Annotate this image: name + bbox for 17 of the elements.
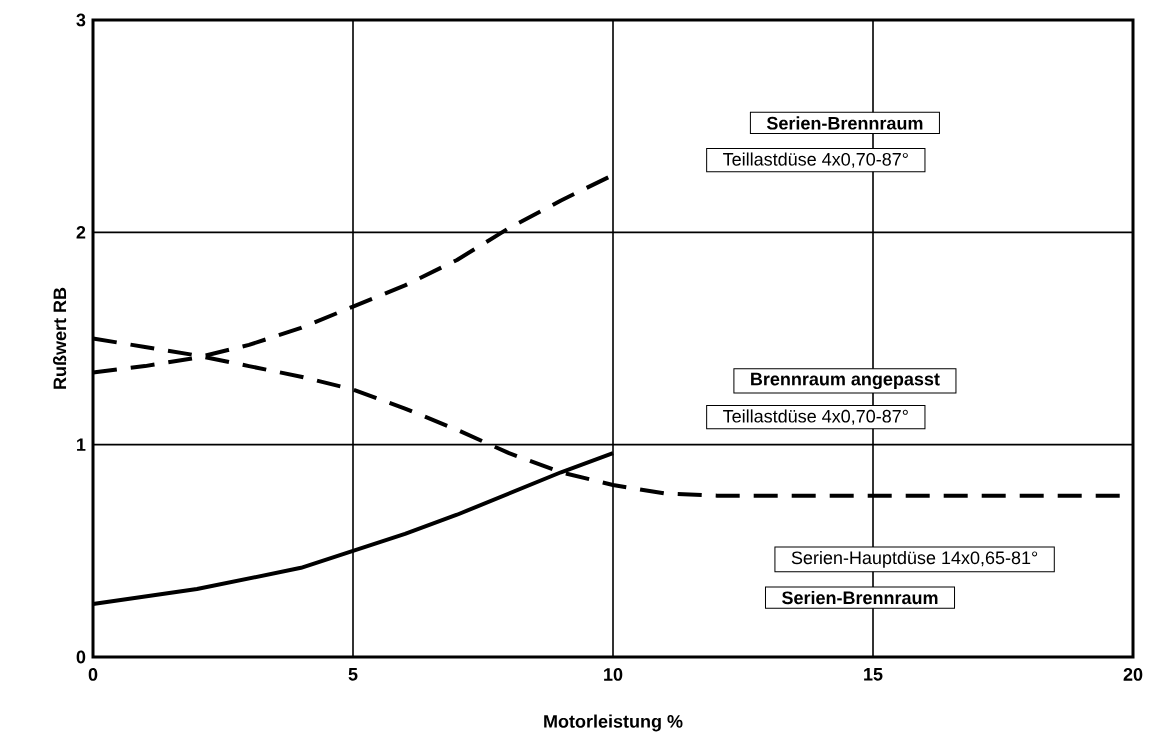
x-tick-label: 0 [88,668,98,681]
annotation: Teillastdüse 4x0,70-87° [723,152,908,168]
annotation: Brennraum angepasst [751,372,940,390]
y-tick-label: 3 [76,13,86,27]
x-tick-label: 5 [348,668,358,681]
x-tick-label: 20 [1123,668,1143,681]
x-tick-label: 15 [864,668,883,681]
y-tick-label: 1 [77,438,86,451]
annotation: Serien-Hauptdüse 14x0,65-81° [791,550,1038,568]
y-tick-label: 2 [76,226,86,239]
y-tick-label: 0 [76,650,86,664]
annotation: Serien-Brennraum [766,116,923,130]
annotation: Teillastdüse 4x0,70-87° [723,409,908,425]
y-axis-title: Rußwert RB [52,287,67,389]
x-axis-title: Motorleistung % [544,714,683,732]
x-tick-label: 10 [604,668,623,681]
annotation: Serien-Brennraum [782,590,938,605]
